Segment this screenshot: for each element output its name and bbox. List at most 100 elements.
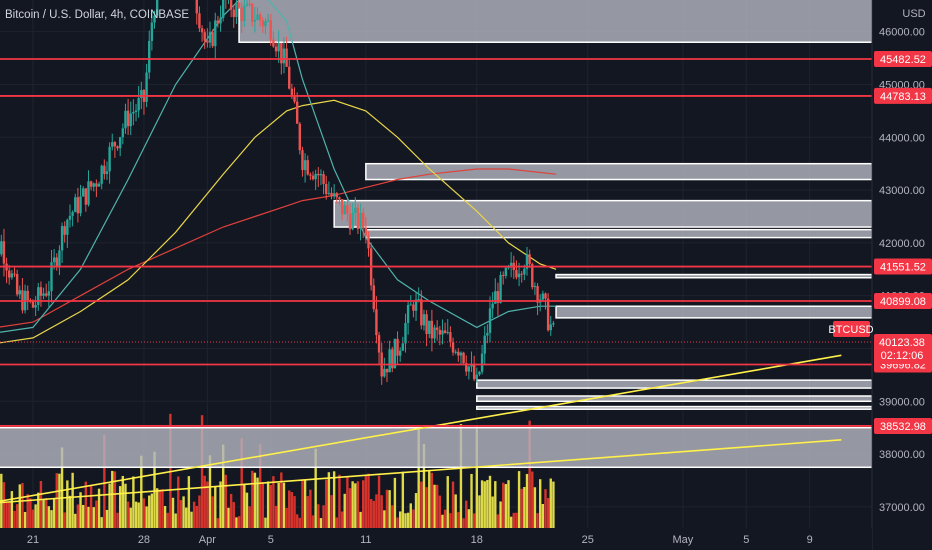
zone-rect xyxy=(365,228,873,239)
volume-bar xyxy=(198,495,201,528)
volume-bar xyxy=(237,516,241,528)
volume-bar xyxy=(235,517,238,528)
candle-body xyxy=(37,287,40,306)
volume-bar xyxy=(528,420,531,528)
candle-body xyxy=(478,371,481,375)
zone-rect xyxy=(238,0,873,43)
candle-body xyxy=(92,183,95,187)
candle-body xyxy=(552,323,555,325)
volume-bar xyxy=(229,493,233,528)
y-tick-label: 46000.00 xyxy=(879,27,925,39)
volume-bar xyxy=(536,513,539,528)
candle-body xyxy=(467,366,471,372)
candle-body xyxy=(438,329,442,335)
candle-body xyxy=(417,299,420,301)
x-tick-label: 5 xyxy=(743,534,749,546)
candle-body xyxy=(134,110,138,112)
candle-body xyxy=(499,274,502,303)
candle-body xyxy=(10,273,14,278)
candle-body xyxy=(303,160,307,171)
volume-bar xyxy=(245,492,249,528)
volume-bar xyxy=(533,487,537,528)
volume-bar xyxy=(79,492,82,528)
volume-bar xyxy=(364,474,368,528)
volume-bar xyxy=(285,507,288,528)
volume-bar xyxy=(462,518,465,528)
candle-body xyxy=(449,332,452,343)
candle-body xyxy=(327,192,331,194)
volume-bar xyxy=(103,434,106,528)
volume-bar xyxy=(311,515,315,528)
volume-bar xyxy=(552,481,555,528)
x-tick-label: 11 xyxy=(360,534,371,546)
volume-bar xyxy=(42,499,45,528)
x-tick-label: 28 xyxy=(138,534,150,546)
candle-body xyxy=(251,3,254,22)
candle-body xyxy=(50,262,53,292)
candle-body xyxy=(298,123,302,151)
candle-body xyxy=(52,257,56,263)
candle-body xyxy=(335,193,338,198)
volume-bar xyxy=(356,481,360,528)
volume-bar xyxy=(541,503,545,528)
volume-bar xyxy=(224,474,228,528)
volume-bar xyxy=(148,495,151,528)
volume-bar xyxy=(295,514,299,528)
volume-bar xyxy=(470,473,473,528)
candle-body xyxy=(486,332,489,336)
volume-bar xyxy=(325,479,328,528)
candle-body xyxy=(74,197,77,213)
volume-bar xyxy=(335,517,338,528)
volume-bar xyxy=(126,501,130,528)
candle-body xyxy=(396,338,399,356)
volume-bar xyxy=(219,481,222,528)
volume-bar xyxy=(68,495,72,528)
volume-bar xyxy=(50,510,53,528)
zone-rect xyxy=(555,305,873,319)
candle-body xyxy=(121,128,125,138)
candle-body xyxy=(533,286,537,288)
candle-body xyxy=(290,88,294,96)
volume-bar xyxy=(406,512,410,528)
candle-body xyxy=(470,364,473,367)
ma-slow-line xyxy=(0,168,557,328)
x-tick-label: 25 xyxy=(582,534,594,546)
x-tick-label: 9 xyxy=(807,534,813,546)
candle-body xyxy=(544,293,547,299)
zone-rect xyxy=(365,162,873,181)
volume-bar xyxy=(319,518,323,528)
volume-bar xyxy=(486,480,489,528)
y-tick-label: 43000.00 xyxy=(879,185,925,197)
candle-body xyxy=(103,165,106,175)
volume-bar xyxy=(375,494,378,528)
y-tick-label: 37000.00 xyxy=(879,502,925,514)
volume-bar xyxy=(509,516,513,528)
volume-bar xyxy=(298,517,302,528)
volume-bar xyxy=(158,489,161,528)
candle-body xyxy=(459,352,463,356)
x-tick-label: 18 xyxy=(471,534,483,546)
candle-body xyxy=(129,113,132,127)
volume-bar xyxy=(2,482,6,528)
candle-body xyxy=(240,7,243,21)
volume-bar xyxy=(457,512,460,528)
candle-body xyxy=(211,32,214,47)
volume-bar xyxy=(60,447,64,528)
candle-body xyxy=(87,181,90,205)
y-tick-label: 39000.00 xyxy=(879,396,925,408)
volume-bar xyxy=(100,517,103,528)
candle-body xyxy=(280,43,283,64)
level-tag xyxy=(874,293,932,310)
volume-bar xyxy=(488,475,492,528)
volume-bar xyxy=(74,513,77,528)
candle-body xyxy=(523,268,526,275)
current-price-value: 40123.38 xyxy=(879,337,925,349)
zone-rect xyxy=(333,199,873,228)
volume-bar xyxy=(240,438,243,528)
candle-body xyxy=(309,174,312,176)
volume-bar xyxy=(15,504,19,528)
candle-body xyxy=(348,213,352,230)
volume-bar xyxy=(546,498,550,528)
time-axis[interactable] xyxy=(0,528,872,550)
